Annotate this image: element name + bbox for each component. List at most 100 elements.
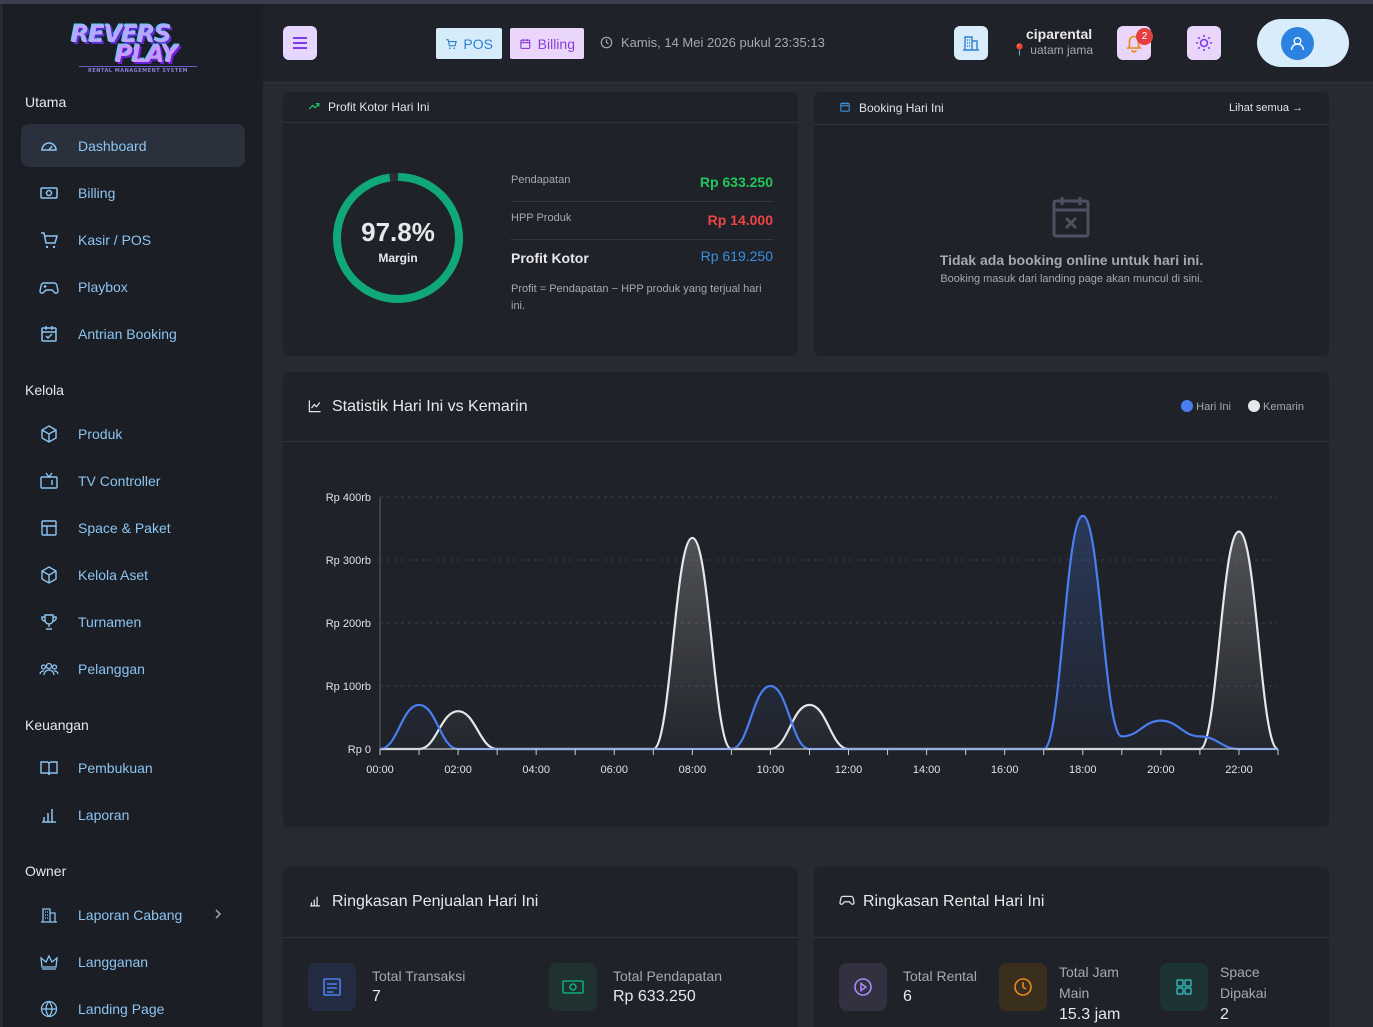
chart-legend: Hari Ini Kemarin <box>1181 400 1304 413</box>
total-jam-main-label-line1: Total Jam <box>1059 964 1119 980</box>
calendar-x-icon <box>1052 197 1090 238</box>
legend-item-hari-ini[interactable]: Hari Ini <box>1181 400 1231 413</box>
see-all-bookings-link[interactable]: Lihat semua → <box>1229 102 1303 114</box>
logo-tagline: RENTAL MANAGEMENT SYSTEM <box>79 66 197 74</box>
crown-icon <box>40 954 58 970</box>
calendar-icon <box>840 102 850 112</box>
sidebar-item-dashboard[interactable]: Dashboard <box>21 124 245 167</box>
sidebar-item-landing-page[interactable]: Landing Page <box>21 987 245 1027</box>
sidebar-item-label: Pelanggan <box>78 660 145 677</box>
pos-button[interactable]: POS <box>436 28 502 59</box>
space-dipakai-label-line2: Dipakai <box>1220 985 1267 1001</box>
book-icon <box>40 761 58 776</box>
y-tick-label: Rp 400rb <box>326 492 371 504</box>
sidebar-item-billing[interactable]: Billing <box>21 171 245 214</box>
total-rental-value: 6 <box>903 988 912 1005</box>
booking-empty-title: Tidak ada booking online untuk hari ini. <box>939 252 1204 268</box>
sun-icon <box>1196 35 1212 51</box>
stats-area-chart[interactable]: Rp 0 Rp 100rb Rp 200rb Rp 300rb Rp 400rb 00:0… <box>283 472 1329 792</box>
cash-tile <box>549 963 597 1011</box>
x-tick-label: 14:00 <box>913 764 941 776</box>
billing-button[interactable]: Billing <box>510 28 584 59</box>
pos-button-label: POS <box>463 35 493 52</box>
sidebar-item-antrian-booking[interactable]: Antrian Booking <box>21 312 245 355</box>
x-tick-label: 22:00 <box>1225 764 1253 776</box>
sidebar-item-label: Dashboard <box>78 137 147 154</box>
total-jam-main-value: 15.3 jam <box>1059 1006 1121 1023</box>
sidebar-item-label: Playbox <box>78 278 128 295</box>
sidebar-item-kelola-aset[interactable]: Kelola Aset <box>21 553 245 596</box>
stats-card-header: Statistik Hari Ini vs Kemarin Hari Ini K… <box>283 372 1329 442</box>
series-area-hari-ini <box>380 515 1278 749</box>
legend-dot-hari-ini <box>1181 400 1194 412</box>
sidebar-item-produk[interactable]: Produk <box>21 412 245 455</box>
sidebar-item-turnamen[interactable]: Turnamen <box>21 600 245 643</box>
sidebar-item-space-paket[interactable]: Space & Paket <box>21 506 245 549</box>
profit-kotor-value: Rp 619.250 <box>700 248 773 264</box>
section-title-kelola: Kelola <box>25 382 64 398</box>
sidebar-item-langganan[interactable]: Langganan <box>21 940 245 983</box>
grid-icon <box>1176 979 1192 995</box>
cash-icon <box>562 980 584 994</box>
sidebar-item-laporan[interactable]: Laporan <box>21 793 245 836</box>
sidebar-item-laporan-cabang[interactable]: Laporan Cabang <box>21 893 245 936</box>
rental-summary-card: Ringkasan Rental Hari Ini Total Rental 6… <box>814 867 1329 1027</box>
y-tick-label: Rp 0 <box>348 744 371 756</box>
avatar[interactable] <box>1281 27 1314 60</box>
total-pendapatan-value: Rp 633.250 <box>613 988 696 1005</box>
gauge-icon <box>41 142 57 151</box>
profit-kotor-label: Profit Kotor <box>511 250 589 266</box>
legend-label: Kemarin <box>1263 401 1304 413</box>
logo-text-line1: REVERS <box>71 20 172 48</box>
trophy-icon <box>41 614 57 630</box>
hpp-label: HPP Produk <box>511 212 572 224</box>
sidebar-item-playbox[interactable]: Playbox <box>21 265 245 308</box>
series-line-kemarin[interactable] <box>380 530 1280 751</box>
location-pin-icon: 📍 <box>1012 43 1027 57</box>
sidebar-item-label: Laporan <box>78 806 130 823</box>
space-dipakai-value: 2 <box>1220 1006 1229 1023</box>
x-tick-label: 12:00 <box>835 764 863 776</box>
brand-logo[interactable]: REVERS PLAY RENTAL MANAGEMENT SYSTEM <box>65 18 205 76</box>
menu-toggle-button[interactable] <box>283 26 317 60</box>
cart-icon <box>446 38 457 49</box>
user-icon <box>1290 36 1305 51</box>
series-line-hari-ini[interactable] <box>379 514 1278 751</box>
section-title-utama: Utama <box>25 94 67 110</box>
branch-button[interactable] <box>954 26 988 60</box>
sidebar-item-kasir-pos[interactable]: Kasir / POS <box>21 218 245 261</box>
cart-icon <box>41 232 58 249</box>
section-title-keuangan: Keuangan <box>25 717 89 733</box>
theme-toggle-button[interactable] <box>1187 26 1221 60</box>
total-rental-label: Total Rental <box>903 968 977 984</box>
bar-chart-icon <box>310 896 320 907</box>
booking-card: Booking Hari Ini Lihat semua → Tidak ada… <box>814 92 1329 356</box>
sidebar-item-pembukuan[interactable]: Pembukuan <box>21 746 245 789</box>
calendar-icon <box>520 38 531 49</box>
total-jam-main-label-line2: Main <box>1059 985 1090 1001</box>
sidebar-item-label: Antrian Booking <box>78 325 177 342</box>
buildings-icon <box>963 36 979 51</box>
grid-tile <box>1160 963 1208 1011</box>
sidebar-item-label: Laporan Cabang <box>78 906 183 923</box>
stats-chart-card: Statistik Hari Ini vs Kemarin Hari Ini K… <box>283 372 1329 827</box>
profit-card-title: Profit Kotor Hari Ini <box>328 100 430 114</box>
sidebar-item-label: Langganan <box>78 953 149 970</box>
sidebar-item-pelanggan[interactable]: Pelanggan <box>21 647 245 690</box>
x-tick-label: 20:00 <box>1147 764 1175 776</box>
sidebar-item-label: Produk <box>78 425 123 442</box>
series-area-kemarin <box>380 531 1278 749</box>
x-tick-label: 18:00 <box>1069 764 1097 776</box>
sidebar-item-label: TV Controller <box>78 472 161 489</box>
calendar-check-icon <box>41 326 57 342</box>
x-tick-label: 16:00 <box>991 764 1019 776</box>
x-tick-label: 08:00 <box>679 764 707 776</box>
receipt-icon <box>323 978 341 996</box>
legend-label: Hari Ini <box>1196 401 1231 413</box>
legend-item-kemarin[interactable]: Kemarin <box>1248 400 1304 413</box>
x-tick-label: 10:00 <box>757 764 785 776</box>
users-icon <box>39 662 59 676</box>
profit-card-header: Profit Kotor Hari Ini <box>283 92 798 123</box>
sidebar-item-tv-controller[interactable]: TV Controller <box>21 459 245 502</box>
total-transaksi-label: Total Transaksi <box>372 968 466 984</box>
